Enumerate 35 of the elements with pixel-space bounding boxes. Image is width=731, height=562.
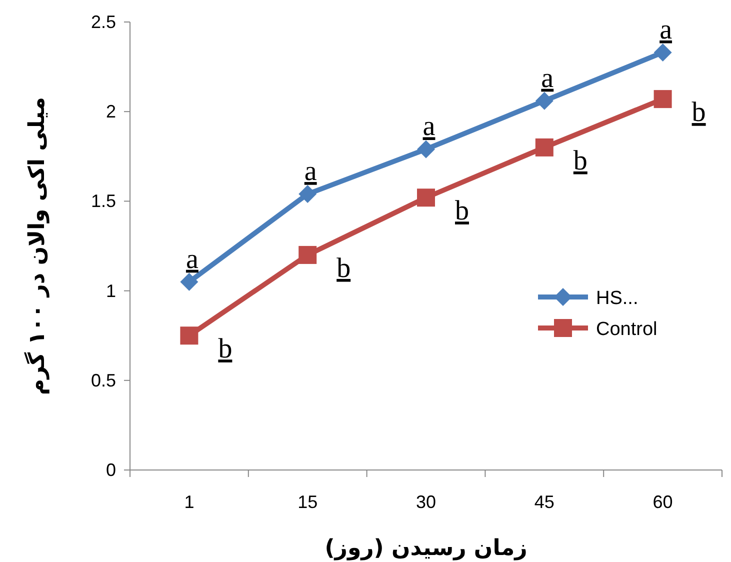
annotation: b: [336, 252, 351, 284]
legend-label: HS...: [596, 288, 638, 309]
x-tick-label: 30: [416, 492, 436, 512]
x-tick-label: 1: [184, 492, 194, 512]
annotation: b: [573, 145, 588, 176]
point: [180, 326, 198, 345]
point: [654, 43, 672, 62]
y-tick-label: 1: [106, 280, 116, 301]
x-tick-label: 45: [534, 492, 554, 512]
annotation: a: [304, 156, 318, 188]
point: [417, 140, 435, 158]
point: [417, 188, 435, 207]
y-tick-label: 0: [106, 460, 116, 480]
y-tick-label: 1.5: [90, 191, 116, 212]
annotation: a: [541, 62, 554, 94]
x-axis-title: زمان رسیدن (روز): [324, 536, 528, 561]
annotation: a: [186, 244, 199, 275]
point: [180, 272, 198, 291]
annotation: b: [692, 97, 706, 128]
y-tick-label: 2.5: [90, 12, 116, 32]
y-tick-label: 2: [106, 102, 116, 122]
annotation: b: [218, 334, 232, 365]
y-axis-title: میلی اکی والان در ۱۰۰ گرم: [23, 97, 50, 395]
y-tick-label: 0.5: [90, 370, 116, 390]
annotation: b: [455, 196, 469, 227]
point: [298, 246, 317, 264]
x-tick-label: 15: [298, 492, 318, 512]
x-tick-label: 60: [652, 492, 673, 512]
point: [535, 92, 554, 110]
point: [535, 138, 554, 156]
annotation: a: [422, 111, 436, 142]
legend-label: Control: [596, 319, 658, 340]
annotation: a: [660, 14, 673, 46]
point: [298, 185, 317, 204]
point: [654, 90, 672, 108]
